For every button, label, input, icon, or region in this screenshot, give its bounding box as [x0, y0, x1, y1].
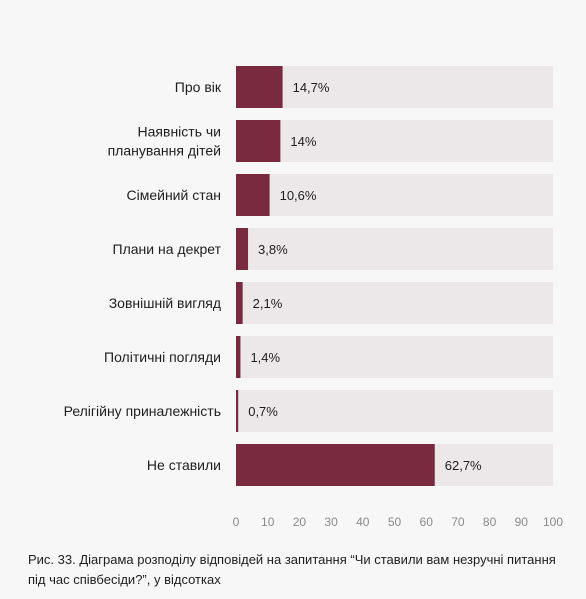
- x-tick-label: 70: [451, 515, 465, 529]
- x-tick-label: 30: [324, 515, 338, 529]
- bar-track: [236, 228, 553, 270]
- x-tick-label: 10: [261, 515, 275, 529]
- bar: [236, 336, 241, 378]
- bar: [236, 66, 283, 108]
- data-label: 10,6%: [280, 188, 317, 203]
- x-tick-label: 90: [515, 515, 529, 529]
- category-label: Сімейний стан: [127, 187, 222, 203]
- data-label: 1,4%: [250, 350, 280, 365]
- category-label: Наявність чи: [138, 124, 221, 140]
- bar: [236, 228, 249, 270]
- x-tick-label: 60: [420, 515, 434, 529]
- x-tick-label: 20: [293, 515, 307, 529]
- x-tick-label: 0: [233, 515, 240, 529]
- category-label: Плани на декрет: [113, 241, 222, 257]
- bar-track: [236, 336, 553, 378]
- figure-caption: Рис. 33. Діаграма розподілу відповідей н…: [28, 552, 556, 587]
- category-label: Про вік: [175, 79, 222, 95]
- bar-track: [236, 390, 553, 432]
- bar-track: [236, 174, 553, 216]
- category-label: Зовнішній вигляд: [109, 295, 221, 311]
- bar-track: [236, 66, 553, 108]
- data-label: 62,7%: [445, 458, 482, 473]
- bar-track: [236, 120, 553, 162]
- bar: [236, 282, 243, 324]
- data-label: 2,1%: [253, 296, 283, 311]
- x-tick-label: 40: [356, 515, 370, 529]
- data-label: 3,8%: [258, 242, 288, 257]
- category-label: Політичні погляди: [104, 349, 221, 365]
- bar: [236, 390, 239, 432]
- x-tick-label: 80: [483, 515, 497, 529]
- category-label: Релігійну приналежність: [64, 403, 221, 419]
- bar: [236, 174, 270, 216]
- bar-chart: 14,7% Про вік 14% Наявність чи планування ді…: [64, 66, 563, 529]
- x-tick-label: 50: [388, 515, 402, 529]
- data-label: 14,7%: [293, 80, 330, 95]
- bar-track: [236, 282, 553, 324]
- x-tick-label: 100: [543, 515, 563, 529]
- bar: [236, 120, 281, 162]
- bar: [236, 444, 435, 486]
- category-label: планування дітей: [108, 143, 221, 159]
- data-label: 14%: [290, 134, 316, 149]
- data-label: 0,7%: [248, 404, 278, 419]
- category-label: Не ставили: [147, 457, 221, 473]
